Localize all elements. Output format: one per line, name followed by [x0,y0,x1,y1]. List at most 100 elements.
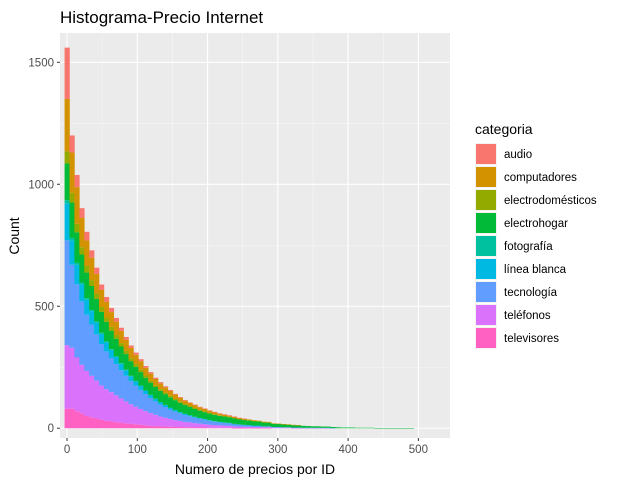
bar-segment [212,411,218,413]
x-axis-title: Numero de precios por ID [175,461,335,477]
bar-segment [143,367,149,376]
bar-segment [251,427,257,428]
bar-segment [167,390,174,396]
bar-segment [64,203,70,241]
bar-segment [138,389,144,409]
legend-items: audio computadores electrodomésticos electr… [475,143,597,349]
bar-segment [221,414,228,415]
bar-segment [148,372,154,374]
legend-swatch [476,305,496,325]
bar-segment [241,419,247,425]
bar-segment [202,427,208,429]
bar-segment [148,382,154,395]
bar-segment [261,422,267,423]
bar-segment [231,416,238,418]
bar-segment [251,425,257,428]
bar-segment [251,420,257,421]
bar-segment [162,404,169,406]
bar-segment [128,361,134,376]
bar-segment [182,404,188,406]
bar-segment [94,267,100,275]
bar-segment [177,397,183,402]
bar-segment [212,414,218,415]
legend-label: tecnología [504,287,558,299]
bar-segment [221,416,228,417]
bar-segment [128,381,134,405]
bar-segment [177,413,183,421]
bar-segment [113,356,119,357]
bar-segment [399,427,405,429]
x-tick-label: 100 [128,444,147,456]
legend-label: audio [504,149,532,161]
bar-segment [369,427,375,429]
legend-label: fotografía [504,241,553,253]
bar-segment [123,370,129,376]
bar-segment [192,405,198,408]
y-tick-label: 0 [48,423,54,435]
bar-segment [113,357,119,365]
bar-segment [236,417,242,419]
bar-segment [231,418,238,424]
bar-segment [123,369,129,371]
bar-segment [69,152,75,193]
bar-segment [143,411,149,426]
bar-segment [79,284,85,302]
bar-segment [207,427,213,429]
bar-segment [108,392,115,422]
bar-segment [74,411,80,429]
bar-segment [94,322,100,335]
bar-segment [167,418,174,427]
bar-segment [118,327,124,331]
bar-segment [89,417,95,429]
bar-segment [187,406,193,408]
bar-segment [79,282,85,285]
bar-segment [69,135,75,153]
legend-swatch [476,328,496,348]
bar-segment [172,398,179,401]
bar-segment [162,386,169,388]
bar-segment [103,342,110,352]
bar-segment [197,409,203,411]
bar-segment [99,311,105,333]
legend-label: electrohogar [504,218,568,230]
bar-segment [79,208,85,218]
bar-segment [118,343,124,347]
bar-segment [108,349,115,358]
bar-segment [281,427,287,428]
bar-segment [226,422,233,424]
bar-segment [271,427,277,428]
bar-segment [364,427,370,429]
bar-segment [64,151,70,164]
bar-segment [379,427,385,429]
bar-segment [74,232,80,263]
bar-segment [158,416,164,427]
bar-segment [271,423,277,428]
bar-segment [89,324,95,376]
bar-segment [241,426,247,428]
bar-segment [212,425,218,428]
bar-segment [226,415,233,416]
bar-segment [64,47,70,99]
bar-segment [103,389,110,421]
bar-segment [84,298,90,300]
bar-segment [285,427,292,428]
bar-segment [197,427,203,429]
bar-segment [320,427,326,429]
bar-segment [197,410,203,418]
legend-swatch [476,236,496,256]
bar-segment [217,415,223,422]
bar-segment [266,422,272,423]
bar-segment [138,369,144,373]
bar-segment [192,417,198,424]
bar-segment [167,409,174,419]
bar-segment [153,401,159,415]
bar-segment [285,427,292,429]
bar-segment [69,237,75,241]
bar-segment [389,427,395,429]
bar-segment [261,426,267,428]
bar-segment [64,200,70,204]
bar-segment [217,421,223,423]
bar-segment [241,418,247,420]
bar-segment [153,426,159,429]
bar-segment [118,398,124,423]
